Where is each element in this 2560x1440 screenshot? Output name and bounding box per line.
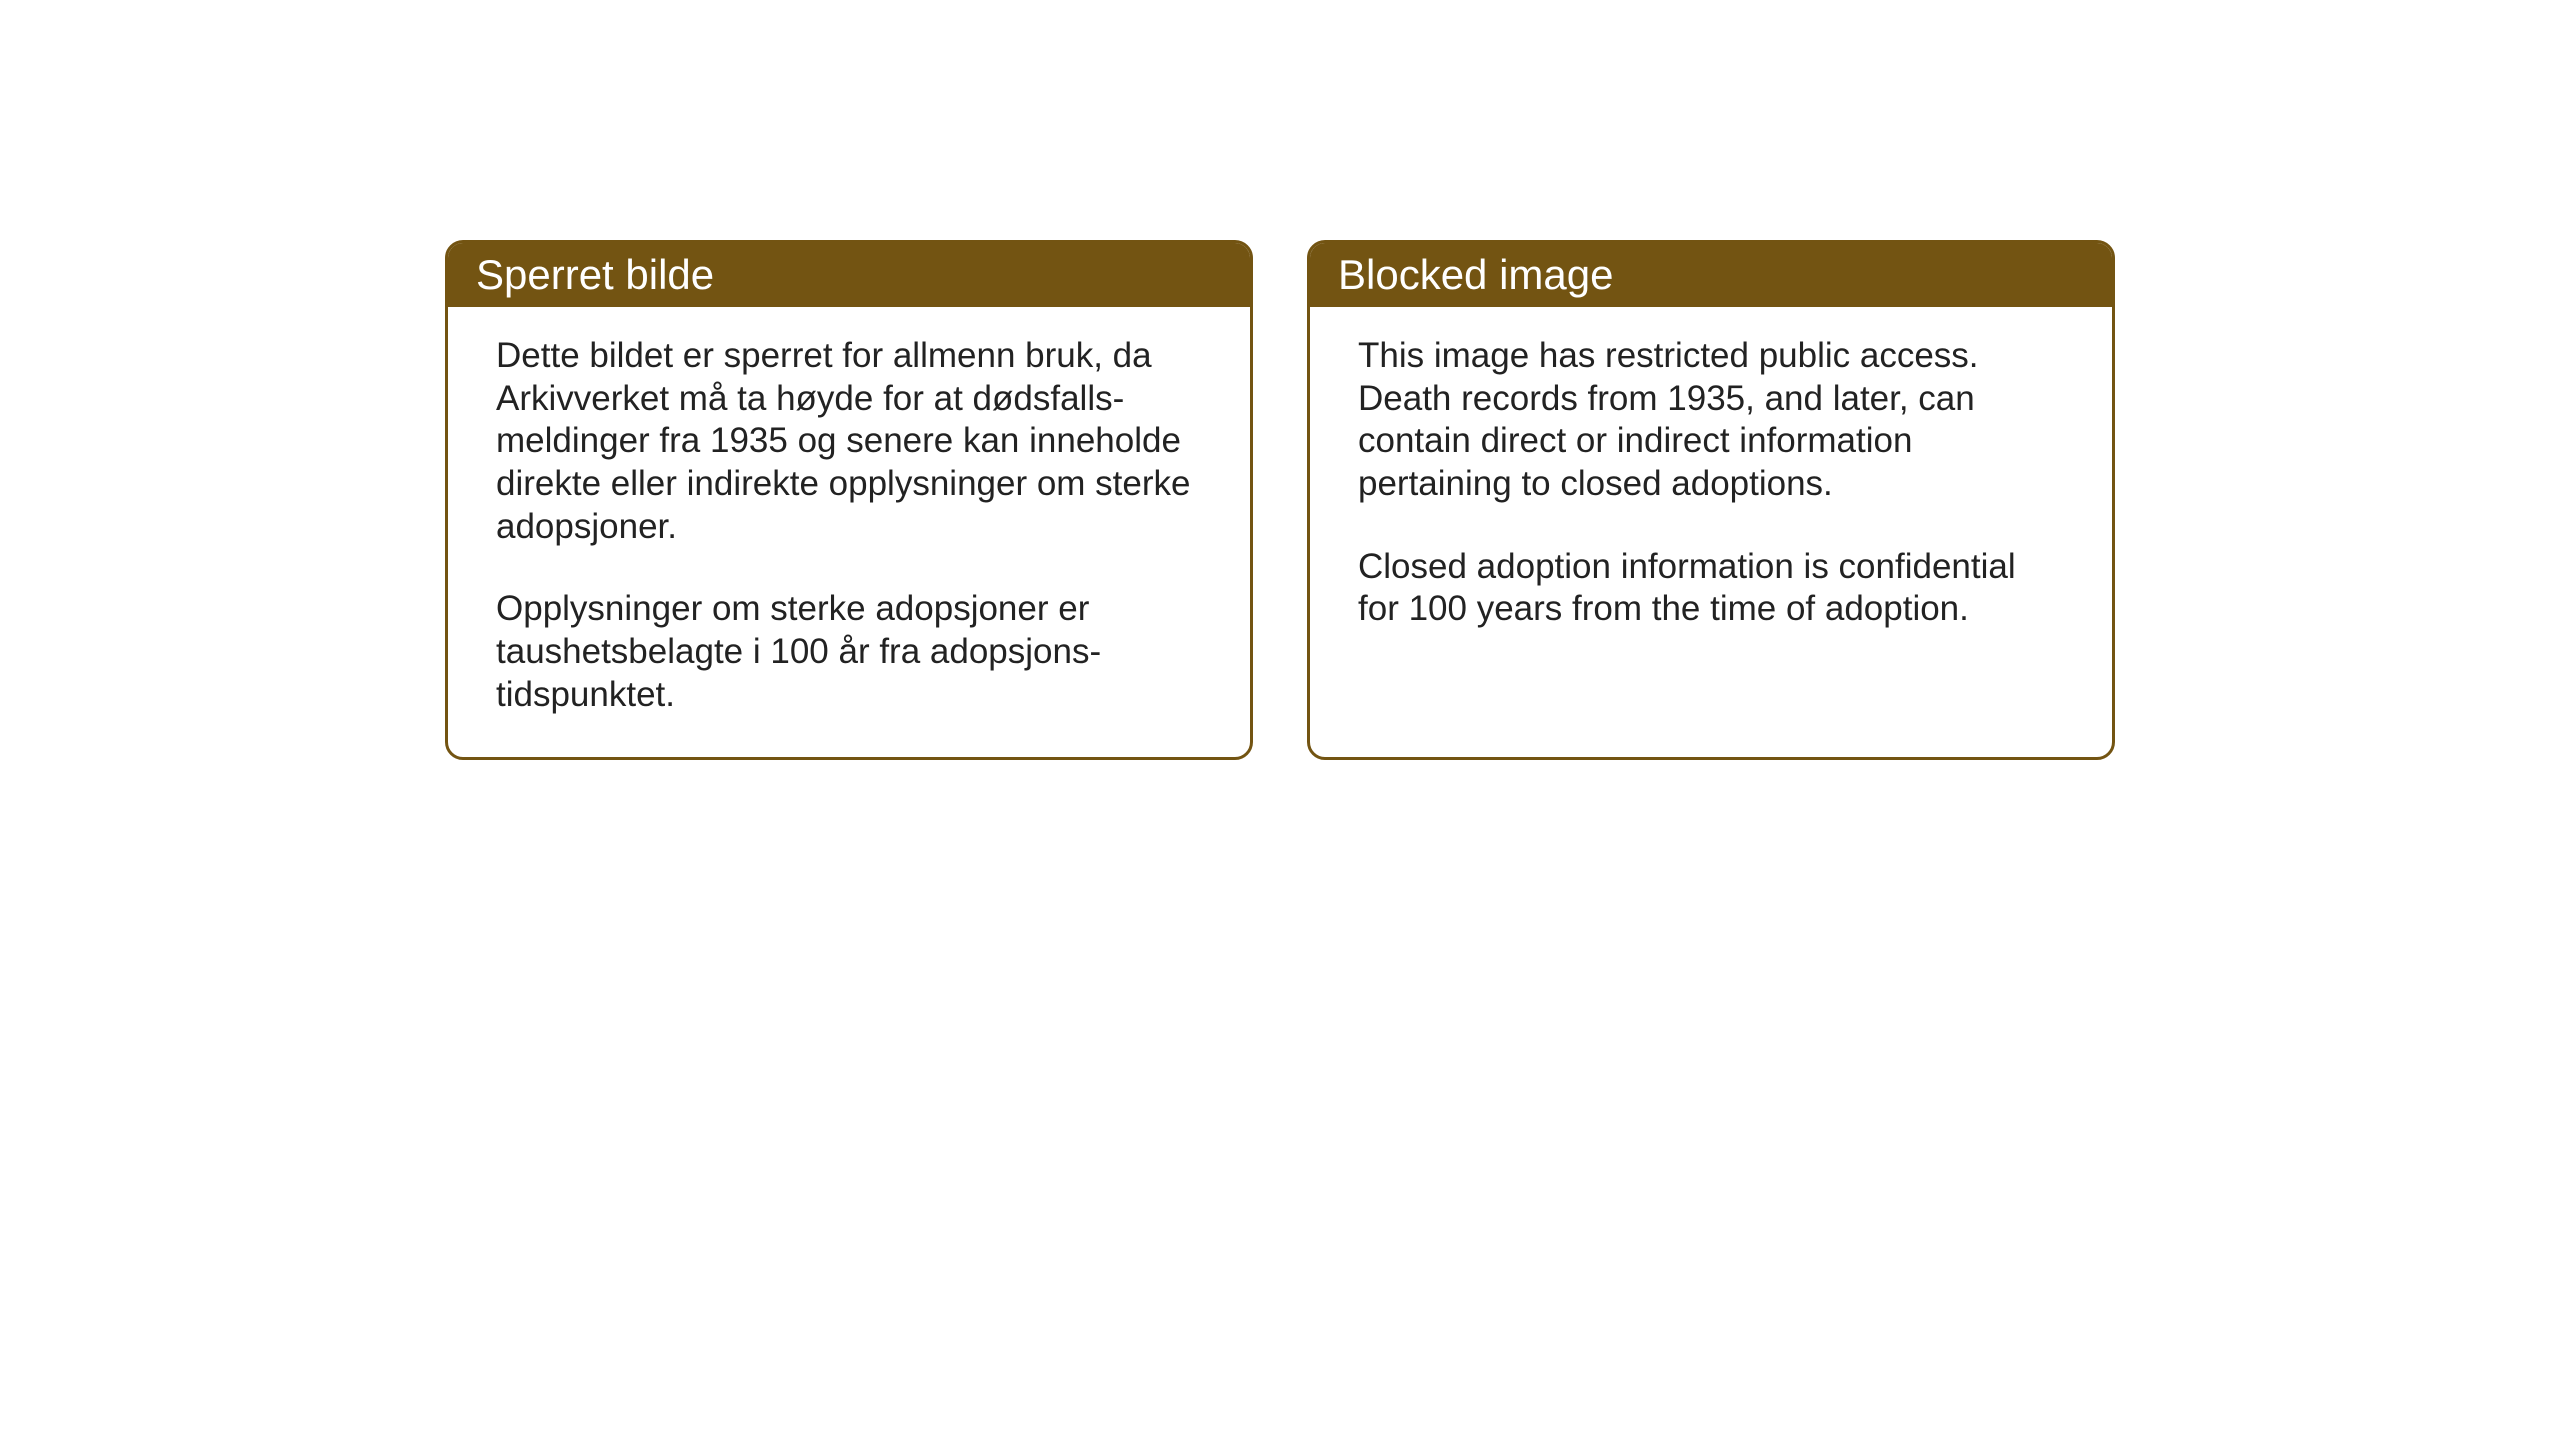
english-card-body: This image has restricted public access.…	[1310, 307, 2112, 671]
cards-container: Sperret bilde Dette bildet er sperret fo…	[445, 240, 2115, 760]
english-card-title: Blocked image	[1310, 243, 2112, 307]
norwegian-paragraph-1: Dette bildet er sperret for allmenn bruk…	[496, 335, 1202, 548]
norwegian-card-title: Sperret bilde	[448, 243, 1250, 307]
norwegian-card-body: Dette bildet er sperret for allmenn bruk…	[448, 307, 1250, 757]
english-paragraph-1: This image has restricted public access.…	[1358, 335, 2064, 506]
norwegian-paragraph-2: Opplysninger om sterke adopsjoner er tau…	[496, 588, 1202, 716]
english-paragraph-2: Closed adoption information is confident…	[1358, 546, 2064, 631]
english-card: Blocked image This image has restricted …	[1307, 240, 2115, 760]
norwegian-card: Sperret bilde Dette bildet er sperret fo…	[445, 240, 1253, 760]
